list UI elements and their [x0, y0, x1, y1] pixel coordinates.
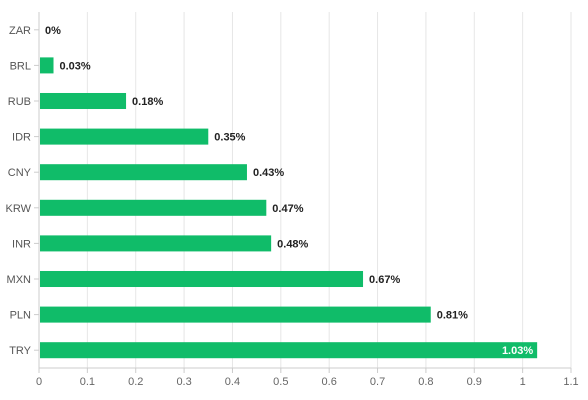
value-label-rub: 0.18% [132, 96, 163, 108]
value-label-cny: 0.43% [253, 167, 284, 179]
bar-krw[interactable] [40, 199, 267, 216]
category-label-try: TRY [9, 345, 31, 357]
bar-rub[interactable] [40, 92, 127, 110]
x-tick-label: 0.2 [128, 376, 143, 388]
value-label-pln: 0.81% [437, 310, 468, 322]
bar-cny[interactable] [40, 164, 247, 181]
category-label-mxn: MXN [7, 274, 32, 286]
category-label-krw: KRW [6, 203, 32, 215]
value-label-brl: 0.03% [60, 60, 91, 72]
x-tick-label: 0.1 [80, 376, 95, 388]
category-label-rub: RUB [8, 96, 31, 108]
value-label-idr: 0.35% [214, 132, 245, 144]
bar-mxn[interactable] [40, 270, 364, 288]
x-tick-label: 0.8 [418, 376, 433, 388]
x-tick-label: 1.1 [563, 376, 578, 388]
value-label-krw: 0.47% [272, 203, 303, 215]
x-tick-label: 0.4 [225, 376, 240, 388]
value-label-mxn: 0.67% [369, 274, 400, 286]
value-label-try: 1.03% [502, 345, 533, 357]
category-label-cny: CNY [8, 167, 32, 179]
bar-brl[interactable] [40, 57, 54, 74]
category-label-inr: INR [12, 238, 31, 250]
axes-group: 0 0.1 0.2 0.3 0.4 0.5 0.6 0.7 0.8 0.9 1 1.1 ZAR BRL RU… [6, 12, 579, 388]
value-label-inr: 0.48% [277, 238, 308, 250]
grid-lines [86, 12, 572, 368]
x-tick-label: 0.6 [322, 376, 337, 388]
x-tick-label: 1 [520, 376, 526, 388]
category-label-zar: ZAR [9, 25, 31, 37]
category-label-brl: BRL [10, 60, 31, 72]
bar-try[interactable] [40, 342, 538, 359]
x-tick-label: 0.9 [467, 376, 482, 388]
x-tick-label: 0 [36, 376, 42, 388]
bar-inr[interactable] [40, 235, 272, 252]
bar-idr[interactable] [40, 128, 209, 145]
category-label-pln: PLN [10, 310, 31, 322]
x-tick-label: 0.7 [370, 376, 385, 388]
value-label-zar: 0% [45, 25, 61, 37]
x-tick-label: 0.5 [273, 376, 288, 388]
category-label-idr: IDR [12, 132, 31, 144]
x-tick-label: 0.3 [176, 376, 191, 388]
bars-group: 0% 0.03% 0.18% 0.35% 0.43% 0.47% 0.48% 0.67% 0.8… [40, 25, 538, 359]
bar-pln[interactable] [40, 306, 431, 323]
